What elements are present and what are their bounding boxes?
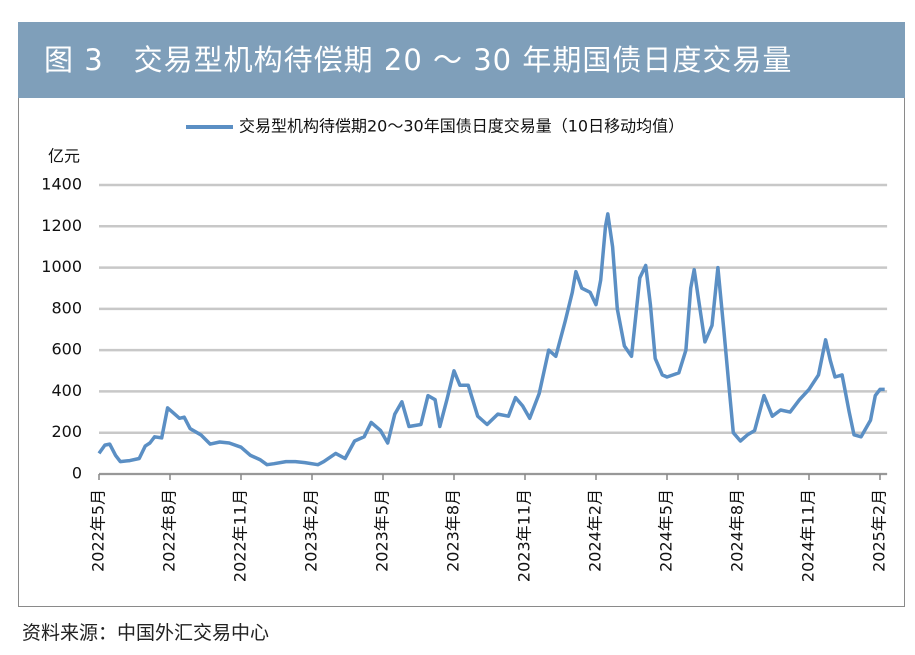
y-tick-label: 200	[51, 422, 82, 441]
y-unit: 亿元	[48, 147, 80, 166]
x-tick-label: 2022年5月	[89, 489, 108, 572]
x-tick-label: 2022年11月	[231, 489, 250, 582]
x-tick-label: 2023年5月	[373, 489, 392, 572]
x-tick-label: 2023年2月	[302, 489, 321, 572]
x-tick-label: 2023年11月	[515, 489, 534, 582]
x-tick-label: 2022年8月	[160, 489, 179, 572]
x-tick-label: 2024年8月	[728, 489, 747, 572]
y-tick-label: 800	[51, 298, 82, 317]
source: 资料来源：中国外汇交易中心	[22, 622, 270, 644]
y-tick-label: 600	[51, 340, 82, 359]
y-tick-label: 1400	[41, 175, 82, 194]
y-tick-label: 1000	[41, 257, 82, 276]
y-tick-label: 400	[51, 381, 82, 400]
series-line	[97, 212, 885, 467]
x-tick-label: 2025年2月	[870, 489, 889, 572]
y-tick-label: 1200	[41, 216, 82, 235]
y-tick-label: 0	[72, 464, 82, 483]
x-tick-label: 2024年11月	[799, 489, 818, 582]
x-tick-label: 2024年2月	[586, 489, 605, 572]
legend-label: 交易型机构待偿期20～30年国债日度交易量（10日移动均值）	[239, 117, 684, 136]
header-title: 图 3 交易型机构待偿期 20 ～ 30 年期国债日度交易量	[18, 22, 905, 98]
x-tick-label: 2024年5月	[657, 489, 676, 572]
x-tick-label: 2023年8月	[444, 489, 463, 572]
